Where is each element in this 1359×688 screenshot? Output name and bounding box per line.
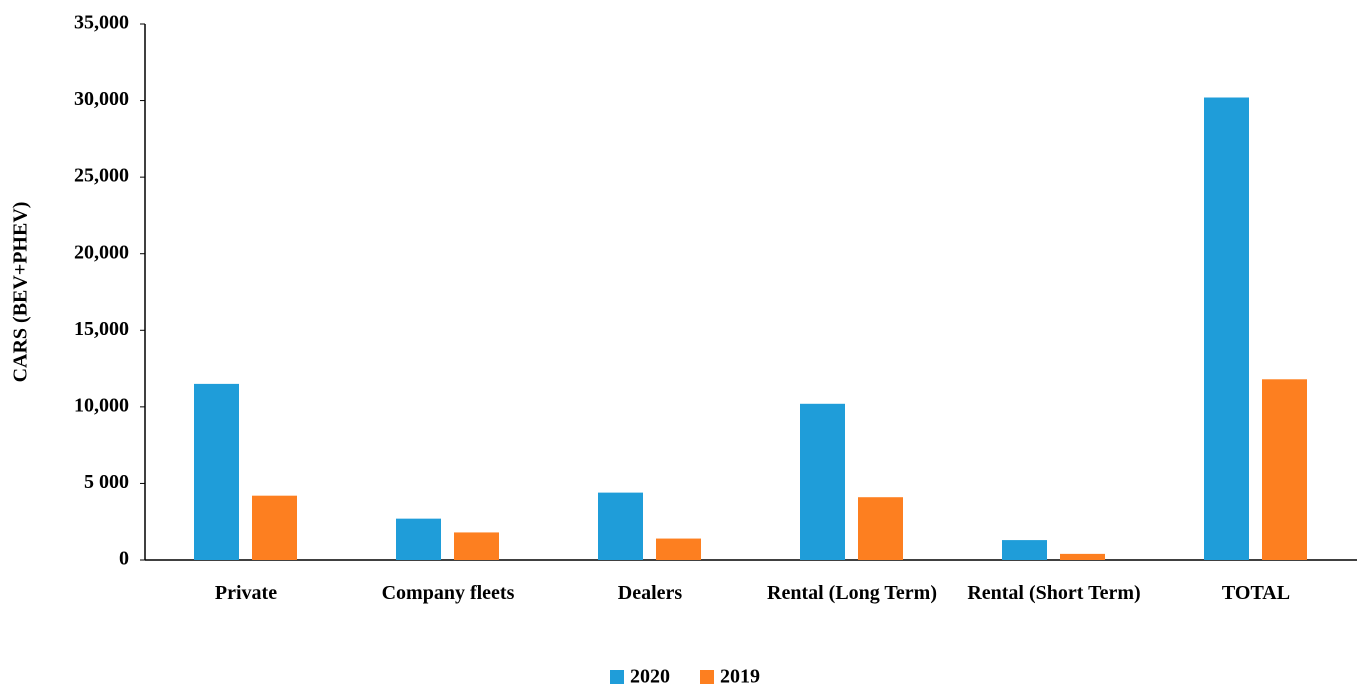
bar <box>1060 553 1105 560</box>
x-tick-label: Rental (Short Term) <box>967 582 1141 604</box>
legend-label: 2019 <box>720 666 760 688</box>
bar <box>1262 379 1307 560</box>
y-tick-label: 30,000 <box>74 88 129 110</box>
legend-swatch <box>700 670 714 684</box>
y-tick-label: 15,000 <box>74 318 129 340</box>
bar <box>858 497 903 560</box>
bar <box>656 538 701 560</box>
bar <box>396 518 441 560</box>
x-tick-label: TOTAL <box>1221 582 1291 604</box>
y-tick-label: 0 <box>119 548 129 570</box>
y-tick-label: 10,000 <box>74 394 129 416</box>
y-axis-label: CARS (BEV+PHEV) <box>10 202 32 383</box>
bar <box>800 403 845 560</box>
x-tick-label: Private <box>214 582 278 604</box>
y-tick-label: 35,000 <box>74 12 129 34</box>
y-tick-label: 25,000 <box>74 165 129 187</box>
legend-swatch <box>610 670 624 684</box>
bar <box>598 492 643 560</box>
y-tick-label: 20,000 <box>74 241 129 263</box>
x-tick-label: Rental (Long Term) <box>767 582 937 604</box>
bar <box>1002 540 1047 560</box>
bar <box>454 532 499 560</box>
y-tick-label: 5 000 <box>84 471 129 493</box>
bar <box>194 383 239 560</box>
bar <box>252 495 297 560</box>
x-tick-label: Company fleets <box>381 582 515 604</box>
bar <box>1204 97 1249 560</box>
x-tick-label: Dealers <box>617 582 683 604</box>
legend-label: 2020 <box>630 666 670 688</box>
